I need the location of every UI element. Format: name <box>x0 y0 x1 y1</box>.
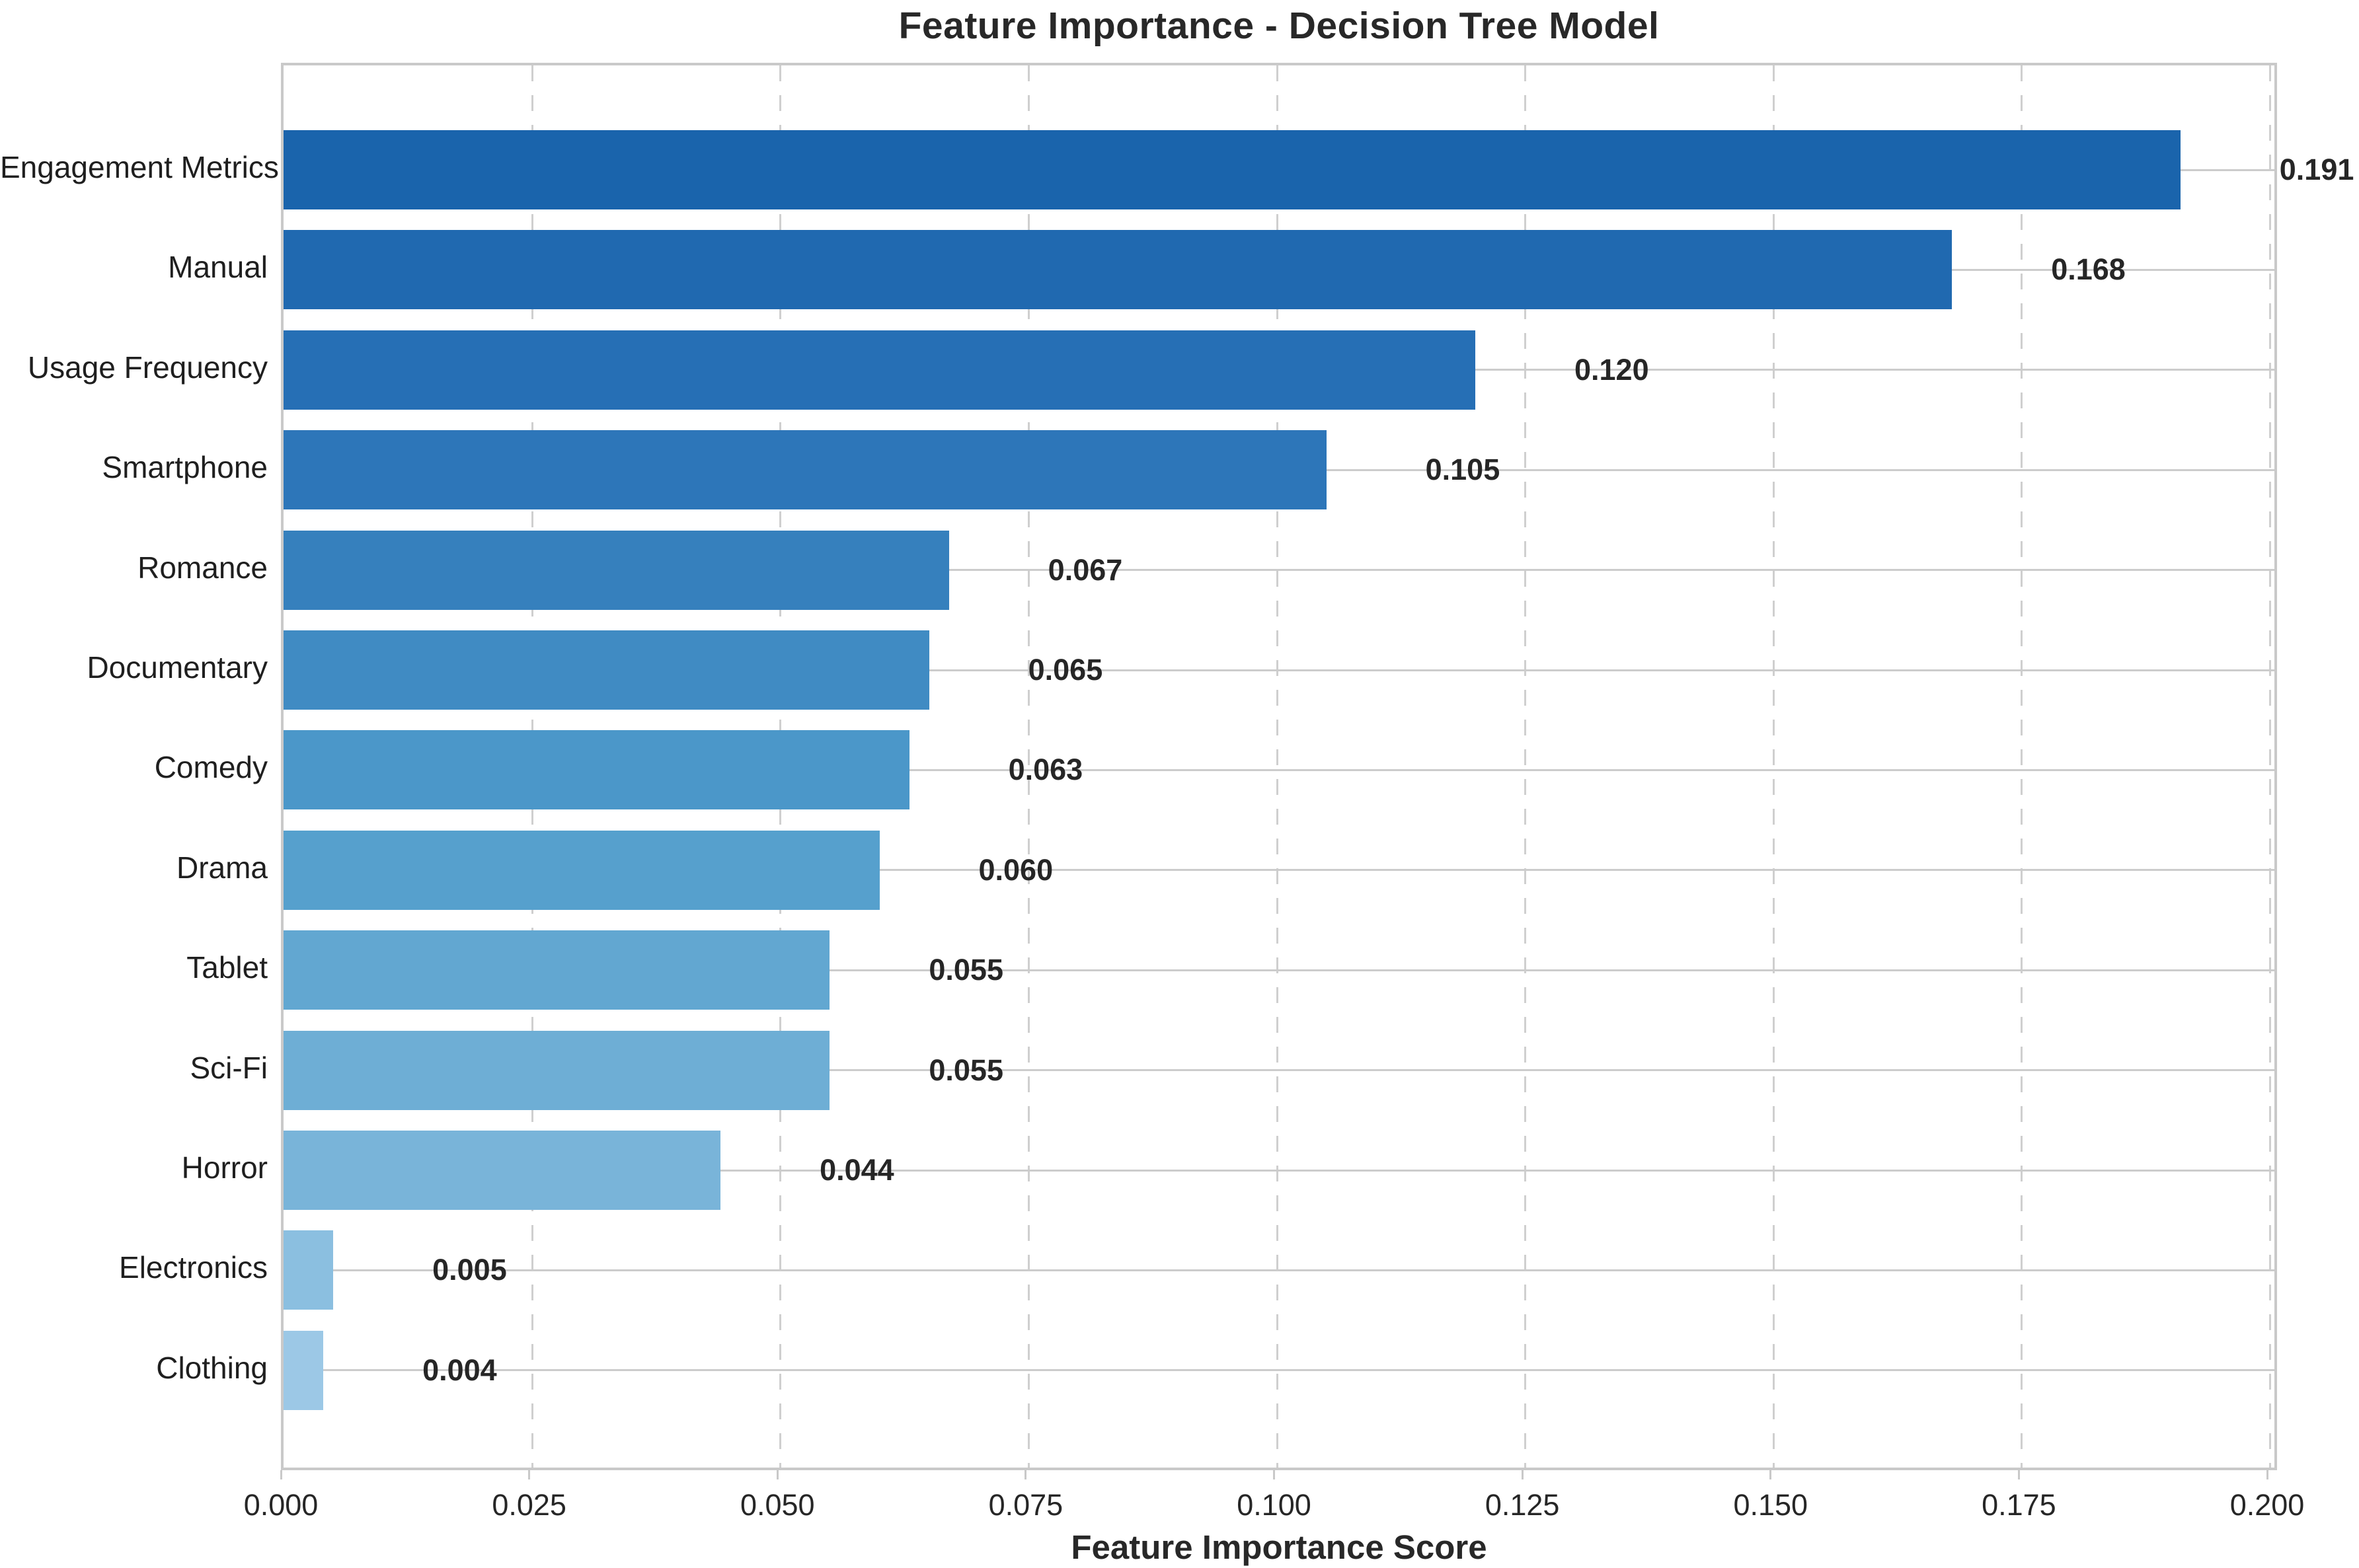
x-gridline-0.075 <box>1027 65 1030 1468</box>
x-tick-mark <box>2266 1470 2268 1479</box>
y-category-label: Clothing <box>156 1350 268 1385</box>
bar-value-label: 0.191 <box>2279 153 2354 186</box>
y-category-label: Horror <box>181 1150 268 1185</box>
bar-value-label: 0.168 <box>2051 252 2126 287</box>
y-category-label: Smartphone <box>102 450 268 485</box>
x-tick-mark <box>1521 1470 1524 1479</box>
y-gridline <box>284 768 2274 771</box>
bar-value-label: 0.055 <box>929 953 1003 987</box>
bar-value-label: 0.063 <box>1008 753 1083 787</box>
bar-value-label: 0.065 <box>1028 653 1103 687</box>
x-tick-label: 0.175 <box>1982 1488 2056 1522</box>
x-axis-title: Feature Importance Score <box>1071 1528 1487 1566</box>
y-gridline <box>284 969 2274 971</box>
y-gridline <box>284 1369 2274 1372</box>
x-tick-label: 0.150 <box>1733 1488 1808 1522</box>
x-tick-mark <box>528 1470 531 1479</box>
y-category-label: Drama <box>176 850 268 885</box>
y-gridline <box>284 569 2274 572</box>
y-category-label: Electronics <box>119 1250 268 1285</box>
x-gridline-0.125 <box>1524 65 1527 1468</box>
bar-manual <box>284 230 1953 310</box>
bar-romance <box>284 530 949 610</box>
bar-engagement-metrics <box>284 130 2181 209</box>
x-tick-label: 0.025 <box>492 1488 566 1522</box>
x-tick-mark <box>2017 1470 2020 1479</box>
y-category-label: Manual <box>168 250 268 285</box>
bar-electronics <box>284 1230 334 1310</box>
x-gridline-0.150 <box>1772 65 1775 1468</box>
y-category-label: Romance <box>137 550 268 585</box>
bar-horror <box>284 1131 721 1210</box>
y-gridline <box>284 669 2274 671</box>
x-tick-mark <box>1273 1470 1275 1479</box>
x-gridline-0.200 <box>2269 65 2271 1468</box>
bar-documentary <box>284 630 929 710</box>
bar-value-label: 0.120 <box>1574 352 1649 387</box>
x-tick-label: 0.125 <box>1485 1488 1560 1522</box>
bar-comedy <box>284 730 909 810</box>
y-gridline <box>284 1069 2274 1072</box>
y-category-label: Usage Frequency <box>27 350 268 385</box>
x-tick-label: 0.050 <box>740 1488 815 1522</box>
bar-value-label: 0.055 <box>929 1053 1003 1087</box>
x-tick-mark <box>776 1470 779 1479</box>
bar-value-label: 0.005 <box>432 1253 507 1287</box>
bar-value-label: 0.044 <box>820 1153 894 1187</box>
x-tick-label: 0.100 <box>1237 1488 1311 1522</box>
x-tick-label: 0.075 <box>988 1488 1063 1522</box>
bar-usage-frequency <box>284 330 1475 410</box>
x-tick-mark <box>280 1470 282 1479</box>
bar-drama <box>284 830 880 910</box>
plot-area: 0.191 0.168 0.120 0.105 0.067 0.065 0.063 0.060… <box>281 63 2354 1470</box>
y-category-label: Documentary <box>87 650 268 685</box>
y-category-label: Engagement Metrics <box>0 150 279 184</box>
bar-tablet <box>284 930 830 1010</box>
y-gridline <box>284 869 2274 872</box>
y-gridline <box>284 1269 2274 1271</box>
y-category-label: Tablet <box>186 950 268 985</box>
x-gridline-0.100 <box>1276 65 1278 1468</box>
y-category-label: Comedy <box>154 750 268 785</box>
x-tick-label: 0.200 <box>2229 1488 2305 1522</box>
x-gridline-0.175 <box>2021 65 2023 1468</box>
chart-title: Feature Importance - Decision Tree Model <box>898 5 1660 47</box>
x-tick-label: 0.000 <box>243 1488 319 1522</box>
bar-value-label: 0.067 <box>1048 552 1123 587</box>
x-tick-mark <box>1769 1470 1772 1479</box>
y-category-label: Sci-Fi <box>190 1050 268 1085</box>
bar-value-label: 0.105 <box>1425 453 1500 487</box>
bar-smartphone <box>284 430 1327 510</box>
x-tick-mark <box>1025 1470 1027 1479</box>
bar-value-label: 0.060 <box>978 852 1054 887</box>
bar-sci-fi <box>284 1030 830 1110</box>
bar-clothing <box>284 1330 324 1410</box>
y-gridline <box>284 1169 2274 1172</box>
bar-value-label: 0.004 <box>422 1353 497 1387</box>
